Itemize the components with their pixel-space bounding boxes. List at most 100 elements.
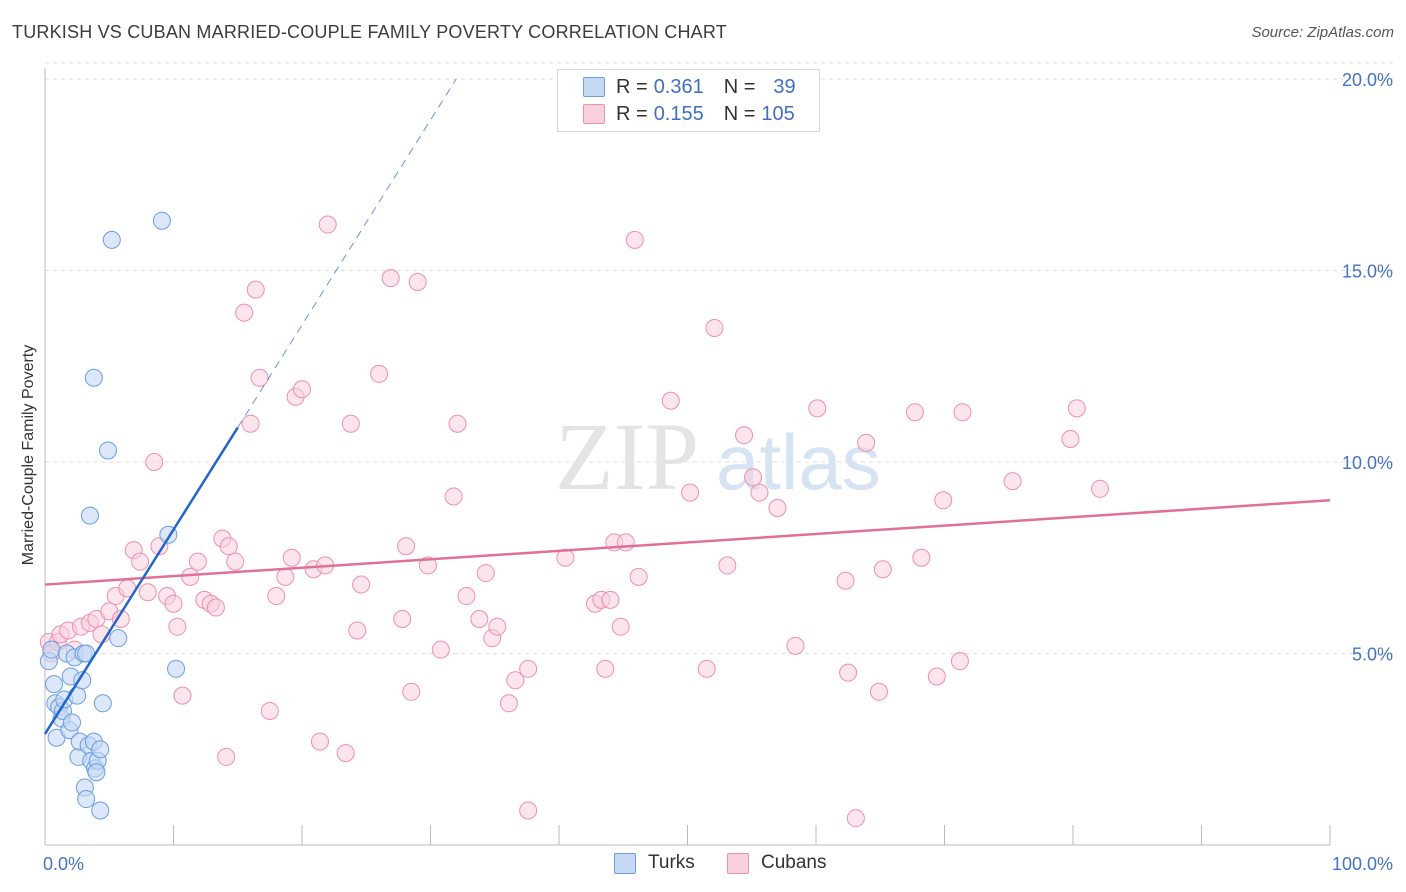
cubans-point [370,364,389,383]
cubans-point [744,468,763,487]
cubans-point [188,552,207,571]
turks-point [44,675,63,694]
cubans-point [927,667,946,686]
source-label: Source: ZipAtlas.com [1251,24,1394,41]
cubans-point [873,560,892,579]
cubans-point [235,303,254,322]
watermark: ZIP atlas [555,403,881,510]
cubans-point [318,215,337,234]
cubans-n-label: N = [723,102,756,125]
cubans-point [912,548,931,567]
legend-turks-swatch [614,852,636,874]
turks-point [109,629,128,648]
cubans-point [418,556,437,575]
cubans-point [336,744,355,763]
cubans-point [750,483,769,502]
turks-trendline-extension [237,78,457,428]
cubans-point [1067,399,1086,418]
cubans-point [519,801,538,820]
cubans-point [611,617,630,636]
cubans-point [145,453,164,471]
cubans-point [950,652,969,671]
cubans-point [786,636,805,655]
watermark-zip: ZIP [555,403,699,510]
turks-point [167,659,186,678]
cubans-point [276,567,295,586]
cubans-point [1003,472,1022,491]
cubans-trendline [44,499,1331,586]
turks-point [62,713,81,732]
cubans-point [499,694,518,713]
cubans-point [735,426,754,445]
cubans-point [341,414,360,433]
cubans-point [905,403,924,422]
cubans-point [857,433,876,452]
cubans-point [488,617,507,636]
cubans-point [1061,430,1080,449]
cubans-r-label: R = [616,102,648,125]
cubans-point [705,318,724,337]
cubans-point [519,659,538,678]
cubans-point [697,659,716,678]
cubans-point [1090,479,1109,498]
y-tick-label-20: 20.0% [1342,70,1393,90]
turks-point [84,368,103,387]
cubans-point [393,610,412,629]
cubans-point [293,380,311,399]
chart-title: TURKISH VS CUBAN MARRIED-COUPLE FAMILY P… [12,22,727,42]
cubans-point [601,590,620,609]
cubans-point [934,491,953,510]
y-tick-label-5: 5.0% [1352,645,1393,665]
cubans-point [953,403,972,422]
cubans-point [173,686,192,705]
legend-turks: Turks [614,852,695,874]
cubans-point [168,617,187,636]
cubans-point [250,368,269,387]
cubans-points [39,215,1109,828]
cubans-point [219,537,238,556]
cubans-point [260,701,279,720]
cubans-point [718,556,737,575]
cubans-point [181,567,200,586]
turks-point [42,640,61,659]
cubans-point [625,230,644,249]
cubans-point [808,399,827,418]
cubans-point [138,583,157,602]
cubans-point [448,414,467,433]
turks-point [91,740,110,759]
cubans-point [282,548,301,567]
cubans-swatch [583,104,605,124]
cubans-point [476,564,495,583]
turks-point [73,671,92,690]
turks-r-value: 0.361 [653,75,704,98]
cubans-point [444,487,463,506]
legend-row-cubans: R = 0.155 N = 105 [583,102,795,126]
cubans-point [457,587,476,606]
cubans-point [131,552,150,571]
turks-point [91,801,110,820]
cubans-point [470,610,489,629]
turks-n-value: 39 [773,75,796,98]
cubans-point [402,682,421,701]
cubans-point [310,732,329,751]
turks-point [98,441,117,460]
cubans-point [869,682,888,701]
legend-cubans: Cubans [727,852,827,874]
turks-point [77,790,96,809]
turks-trendline [43,426,239,735]
cubans-point [616,533,635,552]
y-tick-label-15: 15.0% [1342,262,1393,282]
x-tick-label-min: 0.0% [43,854,84,874]
cubans-point [348,621,367,640]
cubans-point [629,567,648,586]
turks-points [39,211,186,820]
cubans-point [681,483,700,502]
cubans-point [352,575,371,594]
cubans-point [267,587,286,606]
legend-row-turks: R = 0.361 N = 39 [583,75,796,99]
correlation-legend: R = 0.361 N = 39 R = 0.155 N = 105 [557,69,820,132]
trendlines [43,78,1331,735]
turks-point [152,211,171,230]
cubans-n-value: 105 [761,102,795,125]
